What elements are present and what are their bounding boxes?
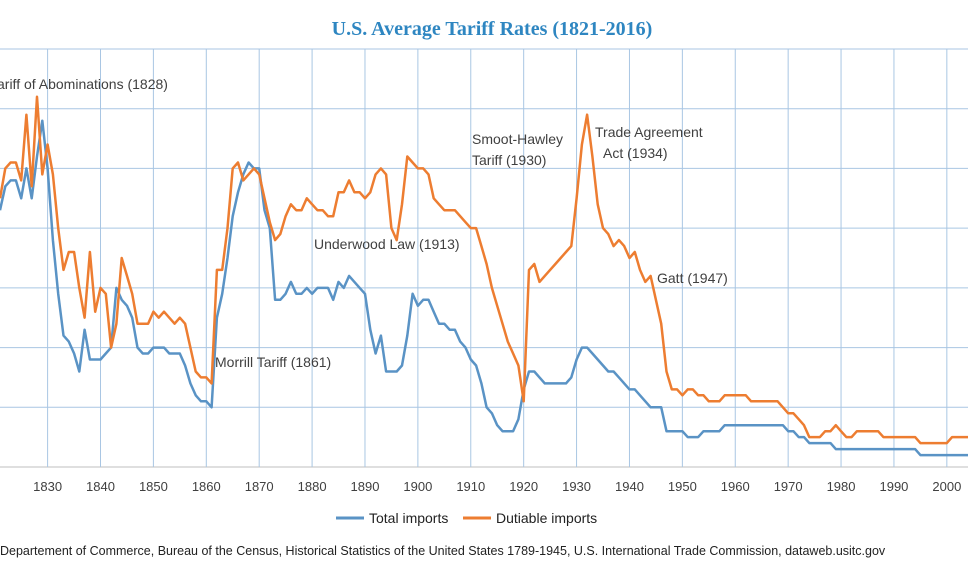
annotation-smoot-hawley-line2: Tariff (1930) [472,152,546,168]
x-tick-label: 1930 [562,479,591,494]
annotation-morrill-tariff: Morrill Tariff (1861) [215,354,331,370]
series-line-total-imports [0,119,968,457]
annotation-trade-agreement-line2: Act (1934) [603,145,668,161]
x-tick-label: 1920 [509,479,538,494]
annotations: ariff of Abominations (1828) Morrill Tar… [0,76,728,370]
legend-label-total-imports: Total imports [369,510,448,526]
x-tick-label: 1980 [827,479,856,494]
x-tick-label: 2000 [932,479,961,494]
annotation-trade-agreement-line1: Trade Agreement [595,124,703,140]
source-note: Departement of Commerce, Bureau of the C… [0,544,886,558]
x-tick-label: 1850 [139,479,168,494]
series-line-dutiable-imports [0,95,968,445]
x-tick-label: 1880 [298,479,327,494]
annotation-underwood-law: Underwood Law (1913) [314,236,460,252]
x-tick-label: 1960 [721,479,750,494]
x-tick-label: 1830 [33,479,62,494]
grid-lines [0,48,968,468]
annotation-smoot-hawley-line1: Smoot-Hawley [472,131,563,147]
x-tick-label: 1890 [351,479,380,494]
series-layer [0,95,968,457]
x-axis-ticks: 1830 1840 1850 1860 1870 1880 1890 1900 1910 1920… [33,479,961,494]
annotation-tariff-of-abominations: ariff of Abominations (1828) [0,76,168,92]
x-tick-label: 1840 [86,479,115,494]
x-tick-label: 1970 [774,479,803,494]
x-tick-label: 1990 [879,479,908,494]
x-tick-label: 1870 [245,479,274,494]
chart-title: U.S. Average Tariff Rates (1821-2016) [332,18,653,40]
x-tick-label: 1860 [192,479,221,494]
legend: Total imports Dutiable imports [336,510,597,526]
x-tick-label: 1940 [615,479,644,494]
legend-label-dutiable-imports: Dutiable imports [496,510,597,526]
x-tick-label: 1910 [456,479,485,494]
x-tick-label: 1900 [403,479,432,494]
annotation-gatt: Gatt (1947) [657,270,728,286]
x-tick-label: 1950 [668,479,697,494]
